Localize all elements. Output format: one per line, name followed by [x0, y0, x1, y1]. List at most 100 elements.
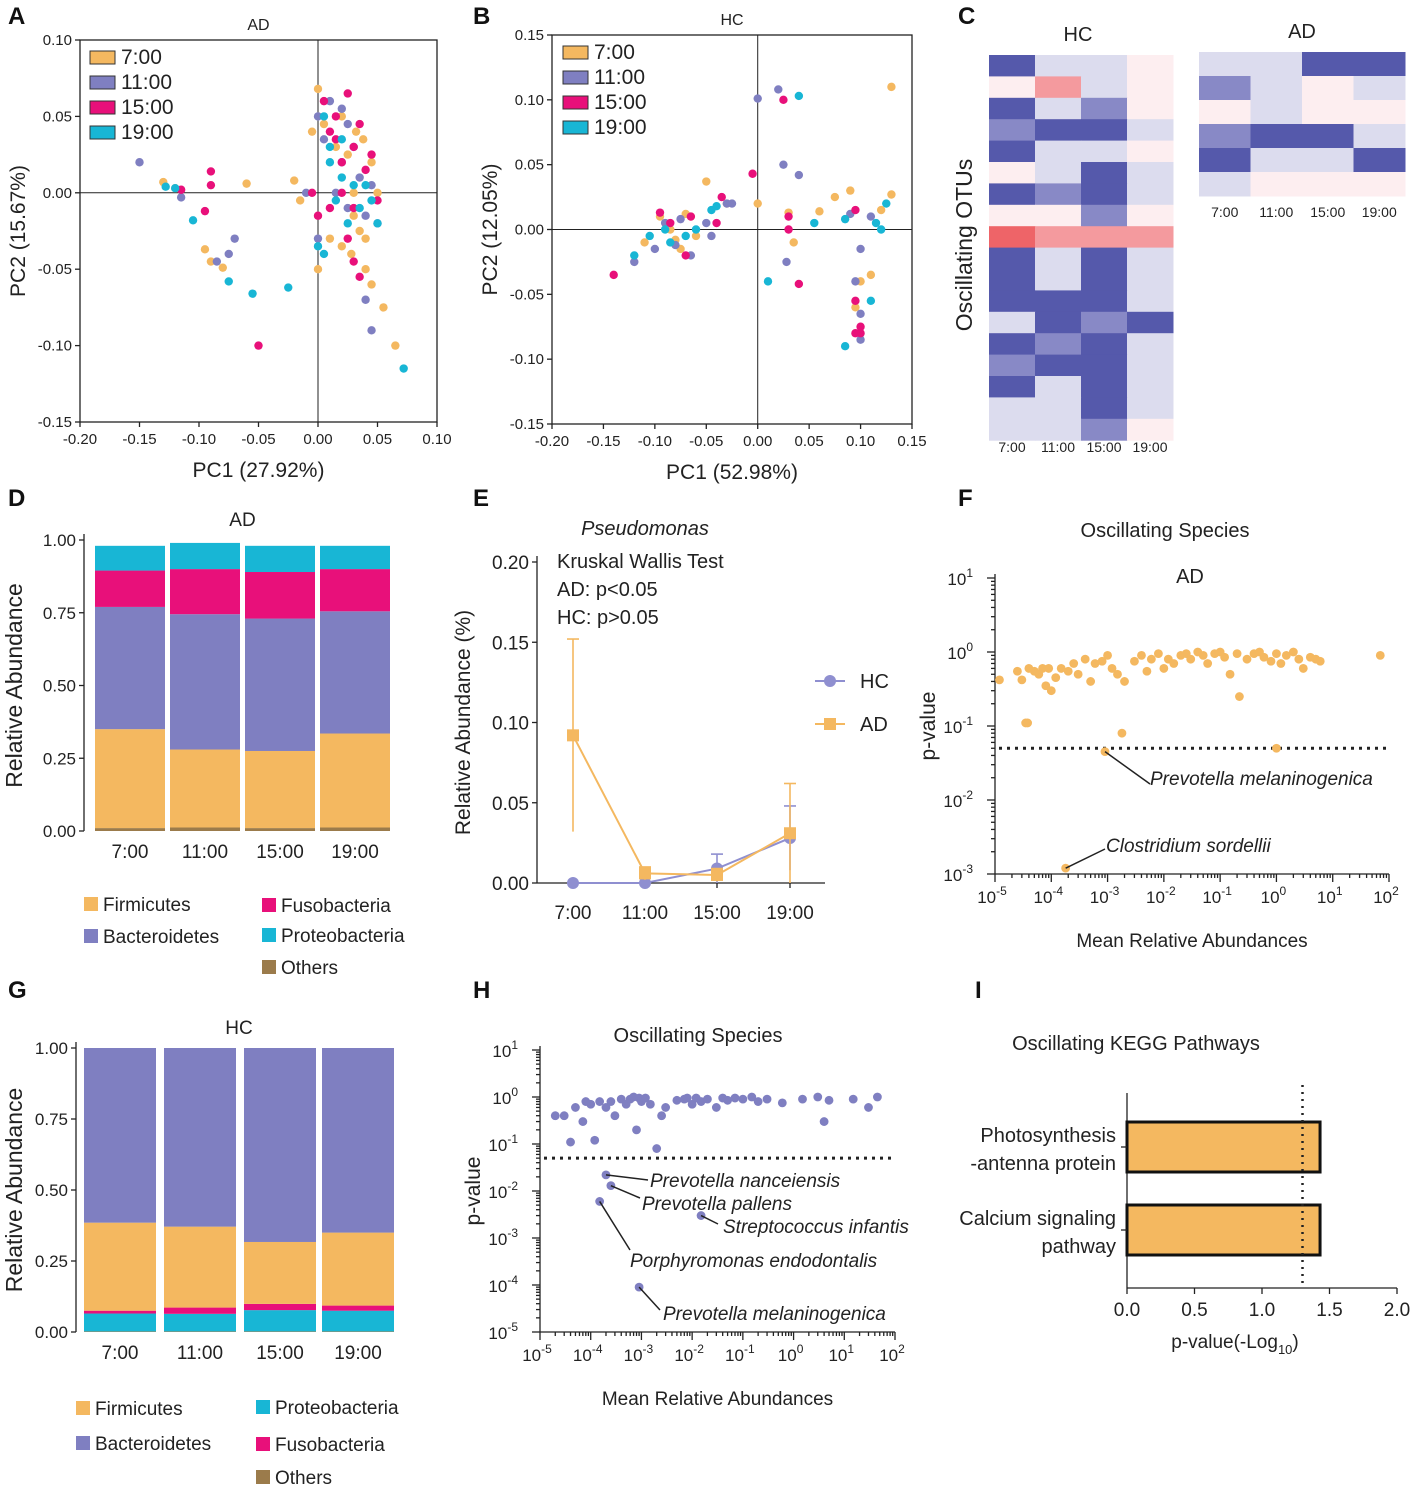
- data-point: [595, 1097, 605, 1106]
- legend-label: Firmicutes: [103, 895, 191, 916]
- stacked-bar-segment: [164, 1313, 236, 1332]
- heatmap-cell: [1302, 100, 1354, 125]
- series-line: [572, 734, 791, 876]
- legend-label: Bacteroidetes: [95, 1434, 211, 1455]
- stacked-bar-segment: [320, 827, 390, 831]
- y-tick-label: 10-1: [488, 1132, 518, 1155]
- exponent: -2: [1165, 884, 1176, 898]
- x-tick-label: 7:00: [555, 903, 592, 924]
- y-tick-label: 100: [947, 640, 973, 663]
- data-point: [399, 364, 408, 373]
- data-point: [681, 231, 690, 241]
- heatmap-cell: [989, 76, 1036, 99]
- data-point: [248, 289, 257, 298]
- exponent: 0: [1280, 884, 1287, 898]
- exponent: -4: [1052, 884, 1063, 898]
- data-point: [851, 277, 860, 286]
- y-tick-label: 0.75: [35, 1110, 68, 1129]
- x-tick-label: -0.20: [63, 431, 97, 448]
- data-point: [135, 158, 144, 167]
- y-axis-label: Relative Abundance: [1, 583, 27, 788]
- heatmap-col-label: 15:00: [1310, 204, 1345, 220]
- x-tick-label: 10-2: [674, 1342, 704, 1365]
- y-tick-label: 0.20: [492, 553, 529, 574]
- data-point: [1056, 664, 1066, 673]
- data-point: [1017, 675, 1027, 685]
- stacked-bar-segment: [320, 733, 390, 828]
- data-point: [218, 263, 227, 272]
- heatmap-cell: [1127, 247, 1174, 270]
- x-tick-label: 7:00: [102, 1343, 139, 1364]
- heatmap-cell: [1199, 52, 1251, 77]
- data-point: [343, 234, 352, 243]
- data-point: [864, 1103, 873, 1112]
- data-point: [1281, 650, 1291, 660]
- data-point: [343, 89, 352, 98]
- panel-e: E 0.20 0.15 0.10 0.05 0.00 7:00 11:00 15:00 19:00…: [452, 485, 889, 924]
- legend-label: 11:00: [121, 71, 172, 94]
- data-point: [777, 1098, 787, 1108]
- stacked-bar-segment: [320, 545, 390, 570]
- heatmap-cell: [1302, 124, 1354, 149]
- legend-swatch: [76, 1401, 90, 1415]
- data-point: [1276, 659, 1286, 668]
- x-tick-label: -0.10: [638, 433, 672, 450]
- y-tick-label: 101: [947, 566, 973, 589]
- legend-marker: [824, 718, 836, 730]
- data-point: [789, 238, 798, 247]
- legend-swatch: [89, 75, 116, 90]
- y-tick-label: 0.15: [492, 633, 529, 654]
- data-point: [672, 1095, 682, 1105]
- y-tick-label: 0.10: [515, 92, 544, 109]
- stacked-bar-segment: [320, 569, 390, 612]
- legend-label: Fusobacteria: [281, 896, 391, 917]
- data-point: [224, 277, 233, 286]
- data-point: [1220, 652, 1229, 662]
- exponent: -3: [507, 1226, 518, 1240]
- data-point: [738, 1094, 748, 1104]
- x-tick-label: 11:00: [182, 842, 228, 863]
- x-tick-label: 101: [1317, 884, 1343, 907]
- data-point: [641, 1093, 650, 1103]
- heatmap-cell: [989, 119, 1036, 142]
- heatmap-cell: [1250, 148, 1303, 173]
- data-point: [206, 167, 216, 176]
- data-point: [355, 226, 364, 236]
- heatmap-cell: [1199, 148, 1251, 173]
- y-tick-label: 0.00: [43, 822, 76, 841]
- x-tick-label: 0.0: [1114, 1300, 1140, 1321]
- heatmap-cell: [1127, 204, 1174, 227]
- annotation-leader: [1065, 848, 1106, 869]
- heatmap-cell: [1302, 172, 1354, 197]
- data-point: [810, 218, 819, 228]
- stacked-bar-segment: [244, 1331, 316, 1332]
- heatmap-cell: [989, 290, 1036, 313]
- data-point: [1117, 728, 1127, 738]
- exponent: 0: [797, 1342, 804, 1356]
- data-point: [1288, 647, 1298, 657]
- chart-title: AD: [247, 17, 269, 34]
- heatmap-cell: [1081, 204, 1128, 227]
- data-point: [313, 211, 323, 220]
- data-point: [325, 96, 335, 106]
- data-point: [343, 219, 352, 228]
- exponent: 0: [511, 1085, 518, 1099]
- legend-swatch: [89, 50, 116, 65]
- heatmap-cell: [1081, 269, 1128, 291]
- x-tick-label: 11:00: [622, 903, 668, 924]
- heatmap-cell: [1081, 162, 1128, 184]
- data-point: [660, 225, 670, 234]
- data-point: [851, 296, 860, 306]
- chart-title: Oscillating Species: [1081, 520, 1250, 542]
- data-point: [313, 242, 323, 251]
- data-point: [1298, 664, 1308, 673]
- y-tick-label: -0.05: [38, 261, 72, 278]
- legend-swatch: [89, 100, 116, 115]
- exponent: 1: [511, 1038, 518, 1052]
- panel-letter-g: G: [8, 977, 27, 1004]
- panel-letter-d: D: [8, 485, 25, 512]
- chart-title: Oscillating KEGG Pathways: [1012, 1033, 1260, 1055]
- x-tick-label: 10-1: [725, 1342, 755, 1365]
- x-axis-label: p-value(-Log10): [1171, 1332, 1298, 1357]
- heatmap-cell: [1127, 55, 1174, 77]
